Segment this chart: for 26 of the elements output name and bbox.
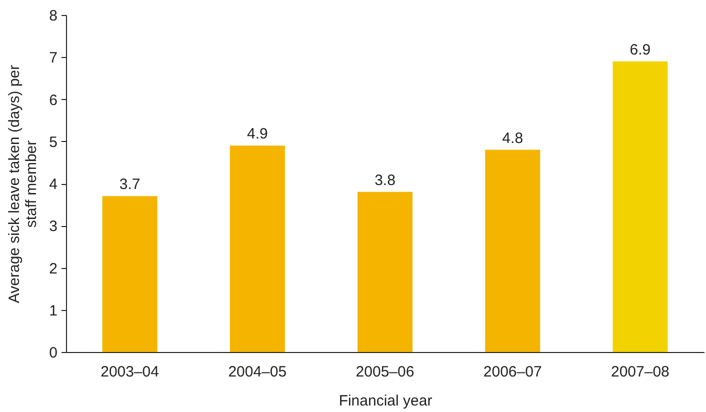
y-tick-label: 6 xyxy=(49,92,58,109)
x-tick-label: 2003–04 xyxy=(100,364,160,380)
data-label: 4.9 xyxy=(246,126,268,143)
data-label: 6.9 xyxy=(630,41,651,58)
y-tick-label: 3 xyxy=(49,218,58,236)
y-tick-label: 0 xyxy=(49,344,58,362)
y-tick-label: 4 xyxy=(49,176,58,193)
x-tick-label: 2005–06 xyxy=(356,364,414,380)
y-tick-label: 2 xyxy=(49,260,58,278)
y-tick-label: 7 xyxy=(49,50,58,67)
data-label: 4.8 xyxy=(502,130,524,147)
data-label: 3.7 xyxy=(119,176,140,194)
y-tick-label: 8 xyxy=(49,8,58,24)
bar xyxy=(358,192,412,352)
y-axis-title: Average sick leave taken (days) per staff member xyxy=(6,64,40,304)
y-tick-label: 1 xyxy=(49,302,58,320)
y-tick-label: 5 xyxy=(49,134,58,151)
x-tick-label: 2006–07 xyxy=(483,364,542,380)
x-axis-title: Financial year xyxy=(338,392,432,410)
bar xyxy=(612,61,668,352)
bar xyxy=(230,146,285,352)
bar xyxy=(485,150,540,352)
bar xyxy=(102,196,158,352)
x-tick-label: 2004–05 xyxy=(228,364,287,380)
x-tick-label: 2007–08 xyxy=(610,364,670,380)
data-label: 3.8 xyxy=(374,172,396,189)
